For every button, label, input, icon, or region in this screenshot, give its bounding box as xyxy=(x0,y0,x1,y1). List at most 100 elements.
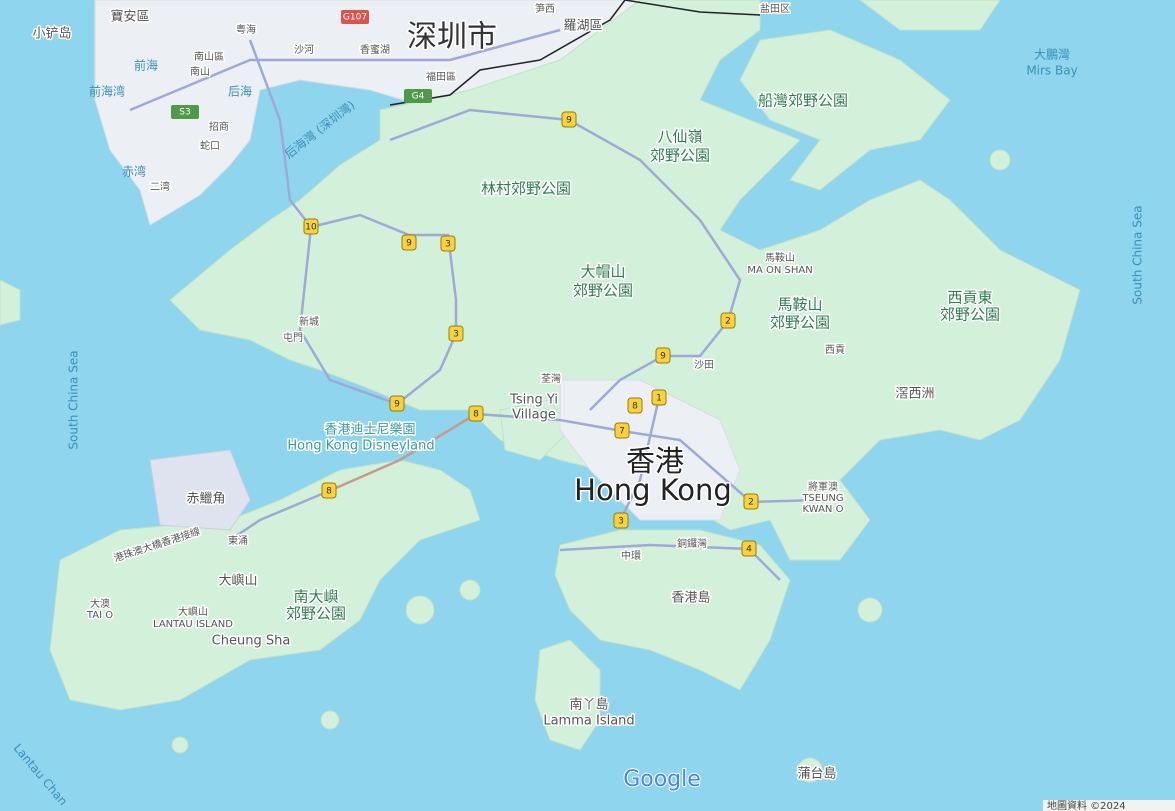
route-shield xyxy=(468,405,484,422)
place-label: 前海湾 xyxy=(89,84,125,99)
place-label: 南丫島 xyxy=(569,697,608,713)
route-shields: 9 10 9 3 3 9 8 2 9 8 1 7 2 3 4 8 G107 G4 S3 xyxy=(171,10,759,557)
route-number: 8 xyxy=(326,487,332,497)
highway-number: G4 xyxy=(412,92,425,102)
place-label: Hong Kong Disneyland xyxy=(287,439,434,454)
route-number: 10 xyxy=(305,223,317,233)
place-label: 赤湾 xyxy=(122,164,146,179)
route-shield xyxy=(561,111,577,128)
route-number: 2 xyxy=(725,317,731,327)
route-shield xyxy=(614,422,630,439)
place-label: 深圳市 xyxy=(407,20,497,55)
place-label: South China Sea xyxy=(1131,205,1145,304)
highway-number: S3 xyxy=(179,108,190,118)
place-label: Lamma Island xyxy=(543,714,634,729)
place-label: Cheung Sha xyxy=(212,634,291,649)
place-label: 郊野公園 xyxy=(573,282,633,300)
route-number: 4 xyxy=(746,545,752,555)
route-shield xyxy=(440,235,456,252)
place-label: TAI O xyxy=(86,610,113,621)
route-shield xyxy=(741,540,757,557)
place-label: 銅鑼灣 xyxy=(677,537,707,550)
place-label: 香港 xyxy=(626,444,684,478)
place-label: 沙河 xyxy=(294,44,314,56)
place-label: 郊野公園 xyxy=(650,147,710,165)
route-number: 9 xyxy=(394,400,400,410)
route-shield xyxy=(613,512,629,529)
place-label: 南山 xyxy=(190,65,210,78)
place-label: LANTAU ISLAND xyxy=(153,619,233,630)
place-label: 沙田 xyxy=(694,359,714,371)
place-label: 盐田区 xyxy=(760,2,790,15)
attribution-bg xyxy=(1043,800,1175,811)
logo: Google xyxy=(623,767,701,792)
place-label: 滘西洲 xyxy=(895,387,934,402)
place-label: 招商 xyxy=(209,120,229,133)
place-label: TSEUNG xyxy=(801,493,843,504)
route-shield xyxy=(627,397,643,414)
place-label: Hong Kong xyxy=(574,473,732,507)
place-label: 大鵬灣 xyxy=(1034,48,1070,62)
highway-shield xyxy=(341,10,369,24)
place-label: 蒲台島 xyxy=(797,767,836,782)
roads xyxy=(129,28,821,581)
place-label: 大澳 xyxy=(90,597,110,610)
route-shield xyxy=(651,389,667,406)
place-label: 西貢 xyxy=(825,344,845,356)
route-shield xyxy=(321,482,337,499)
highway-shield xyxy=(404,89,432,103)
route-number: 1 xyxy=(656,394,662,404)
place-label: 西貢東 xyxy=(947,289,992,307)
route-number: 3 xyxy=(618,517,624,527)
route-number: 9 xyxy=(406,239,412,249)
place-label: 新城 xyxy=(299,315,319,328)
place-label: South China Sea xyxy=(67,350,81,449)
highway-shield xyxy=(171,105,199,119)
place-label: 大嶼山 xyxy=(178,605,208,618)
place-label: 馬鞍山 xyxy=(777,296,822,314)
place-label: 粤海 xyxy=(236,23,256,36)
route-shield xyxy=(655,347,671,364)
place-label: 赤鱲角 xyxy=(186,492,225,507)
place-label: Mirs Bay xyxy=(1026,64,1077,78)
place-label: 林村郊野公園 xyxy=(481,180,571,198)
place-label: KWAN O xyxy=(803,504,844,515)
place-label: 將軍澳 xyxy=(808,480,838,493)
route-number: 3 xyxy=(453,330,459,340)
route-number: 9 xyxy=(660,352,666,362)
place-label: 八仙嶺 xyxy=(657,128,702,146)
route-shield xyxy=(303,218,319,235)
place-label: 郊野公園 xyxy=(940,306,1000,324)
route-number: 9 xyxy=(566,116,572,126)
place-label: 南山區 xyxy=(194,50,224,63)
place-label: 寶安區 xyxy=(110,9,149,25)
place-label: 東涌 xyxy=(228,534,248,547)
place-label: 后海 xyxy=(228,84,252,99)
place-label: 大嶼山 xyxy=(218,574,257,589)
place-label: 中環 xyxy=(621,549,641,562)
route-number: 8 xyxy=(632,402,638,412)
route-shield xyxy=(389,395,405,412)
place-label: Tsing Yi xyxy=(509,393,558,408)
place-label: 香港迪士尼樂園 xyxy=(324,422,415,438)
place-label: 馬鞍山 xyxy=(765,251,795,264)
route-number: 7 xyxy=(619,427,625,437)
land xyxy=(0,0,1081,783)
border xyxy=(389,0,761,106)
place-label: 船灣郊野公園 xyxy=(758,92,848,110)
place-label: 小铲岛 xyxy=(32,26,71,42)
place-label: 荃灣 xyxy=(541,372,561,385)
place-label: 郊野公園 xyxy=(770,314,830,332)
place-label: 南大嶼 xyxy=(293,588,338,606)
highway-number: G107 xyxy=(343,13,367,23)
place-label: 大帽山 xyxy=(580,263,625,281)
route-shield xyxy=(720,312,736,329)
place-label: 蛇口 xyxy=(200,139,220,152)
place-label: 福田區 xyxy=(426,70,456,83)
route-number: 3 xyxy=(445,240,451,250)
route-shield xyxy=(743,493,759,510)
place-label: 香港島 xyxy=(671,591,710,606)
route-number: 2 xyxy=(748,498,754,508)
place-label: 羅湖區 xyxy=(563,19,602,34)
